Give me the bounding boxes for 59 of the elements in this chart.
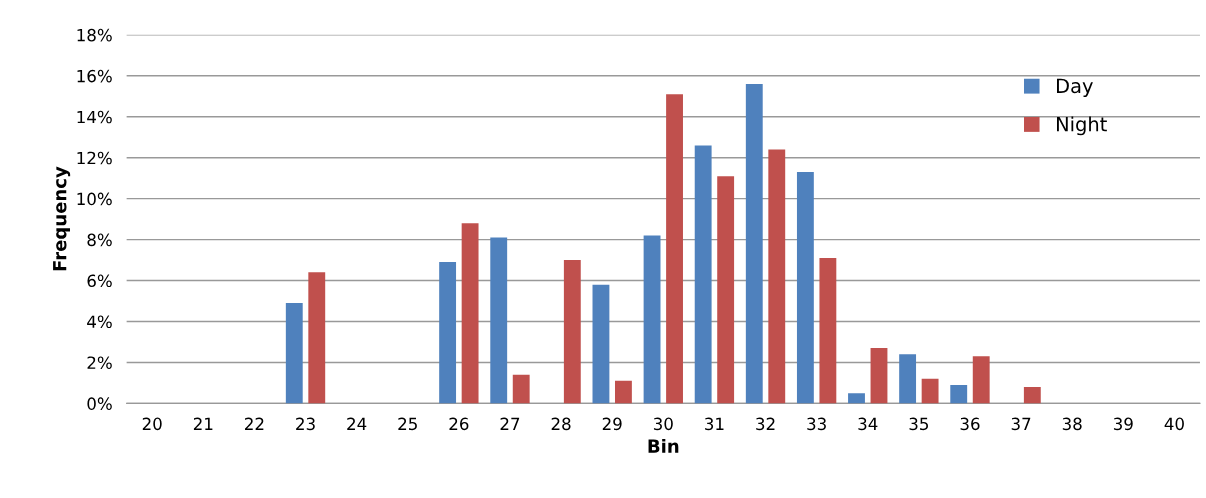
x-tick-label: 26 <box>449 417 469 431</box>
y-tick-label: 2% <box>87 356 112 369</box>
bar <box>666 94 683 404</box>
bar <box>796 172 814 404</box>
bar <box>563 260 581 404</box>
y-tick-label: 4% <box>87 315 112 329</box>
bar <box>950 384 968 404</box>
bar <box>972 356 990 404</box>
bar <box>899 354 917 404</box>
x-tick-label: 39 <box>1113 417 1133 431</box>
bar <box>768 149 786 404</box>
bar <box>819 258 837 404</box>
x-tick-label: 35 <box>909 417 929 431</box>
bar <box>461 223 479 404</box>
legend-label: Night <box>1057 116 1107 136</box>
y-tick-label: 8% <box>87 233 112 247</box>
y-tick-label: 16% <box>77 69 112 83</box>
x-tick-label: 40 <box>1164 417 1184 431</box>
x-tick-label: 20 <box>142 417 162 431</box>
x-tick-label: 33 <box>807 417 826 431</box>
x-tick-label: 21 <box>193 417 213 430</box>
x-tick-label: 34 <box>858 417 878 431</box>
x-tick-label: 22 <box>245 417 264 430</box>
x-tick-label: 31 <box>705 417 724 431</box>
x-tick-label: 25 <box>398 417 417 431</box>
y-tick-label: 14% <box>77 110 112 124</box>
y-tick-label: 6% <box>87 274 112 288</box>
x-tick-label: 23 <box>296 417 315 431</box>
bar <box>1023 387 1041 404</box>
bar <box>848 393 865 404</box>
bar <box>308 272 326 404</box>
x-axis-title: Bin <box>648 438 679 453</box>
x-tick-label: 27 <box>500 417 520 430</box>
x-tick-label: 28 <box>551 417 571 431</box>
bar <box>285 303 303 404</box>
bar <box>512 374 530 404</box>
x-tick-label: 38 <box>1062 417 1082 431</box>
y-tick-label: 10% <box>77 192 112 206</box>
bar <box>643 235 661 404</box>
bar <box>615 380 632 404</box>
bar <box>921 378 939 404</box>
x-tick-label: 30 <box>653 417 673 431</box>
x-tick-label: 36 <box>960 417 980 431</box>
y-tick-label: 12% <box>77 151 112 165</box>
bar <box>490 237 508 404</box>
bar <box>745 84 763 404</box>
x-tick-label: 29 <box>602 417 622 431</box>
x-tick-label: 32 <box>756 417 775 431</box>
bar <box>870 348 888 404</box>
x-tick-label: 24 <box>347 417 367 430</box>
y-tick-label: 18% <box>77 28 112 42</box>
legend-label: Day <box>1057 78 1093 97</box>
y-axis-title: Frequency <box>53 166 71 271</box>
bar <box>717 176 735 404</box>
y-tick-label: 0% <box>87 397 112 410</box>
bar <box>694 145 712 404</box>
bar <box>439 262 457 404</box>
bar <box>592 284 610 404</box>
x-tick-label: 37 <box>1011 417 1031 431</box>
